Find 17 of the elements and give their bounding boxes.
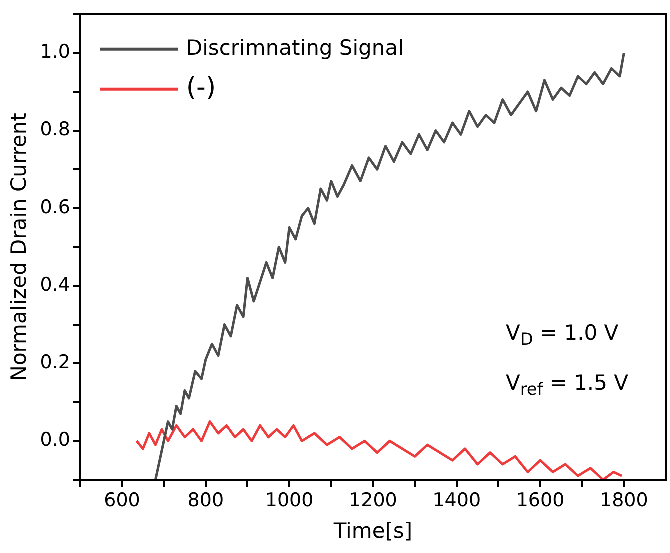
x-tick-label: 1000 xyxy=(265,489,314,512)
x-axis-title: Time[s] xyxy=(332,518,413,543)
y-tick-label: 0.6 xyxy=(40,196,70,218)
legend-label: (-) xyxy=(186,73,216,104)
y-tick-label: 0.8 xyxy=(40,118,70,141)
y-tick-label: 0.4 xyxy=(40,274,70,296)
x-tick-label: 1400 xyxy=(432,489,482,512)
x-tick-label: 1200 xyxy=(349,489,398,512)
legend-label: Discrimnating Signal xyxy=(186,36,404,60)
y-tick-label: 0.2 xyxy=(40,352,70,374)
y-axis-title: Normalized Drain Current xyxy=(7,113,32,382)
y-tick-label: 1.0 xyxy=(40,41,70,64)
x-tick-label: 1800 xyxy=(600,489,648,512)
x-tick-label: 1600 xyxy=(516,489,565,512)
x-tick-label: 800 xyxy=(188,489,224,512)
x-tick-label: 600 xyxy=(104,489,140,512)
y-tick-label: 0.0 xyxy=(40,429,70,452)
